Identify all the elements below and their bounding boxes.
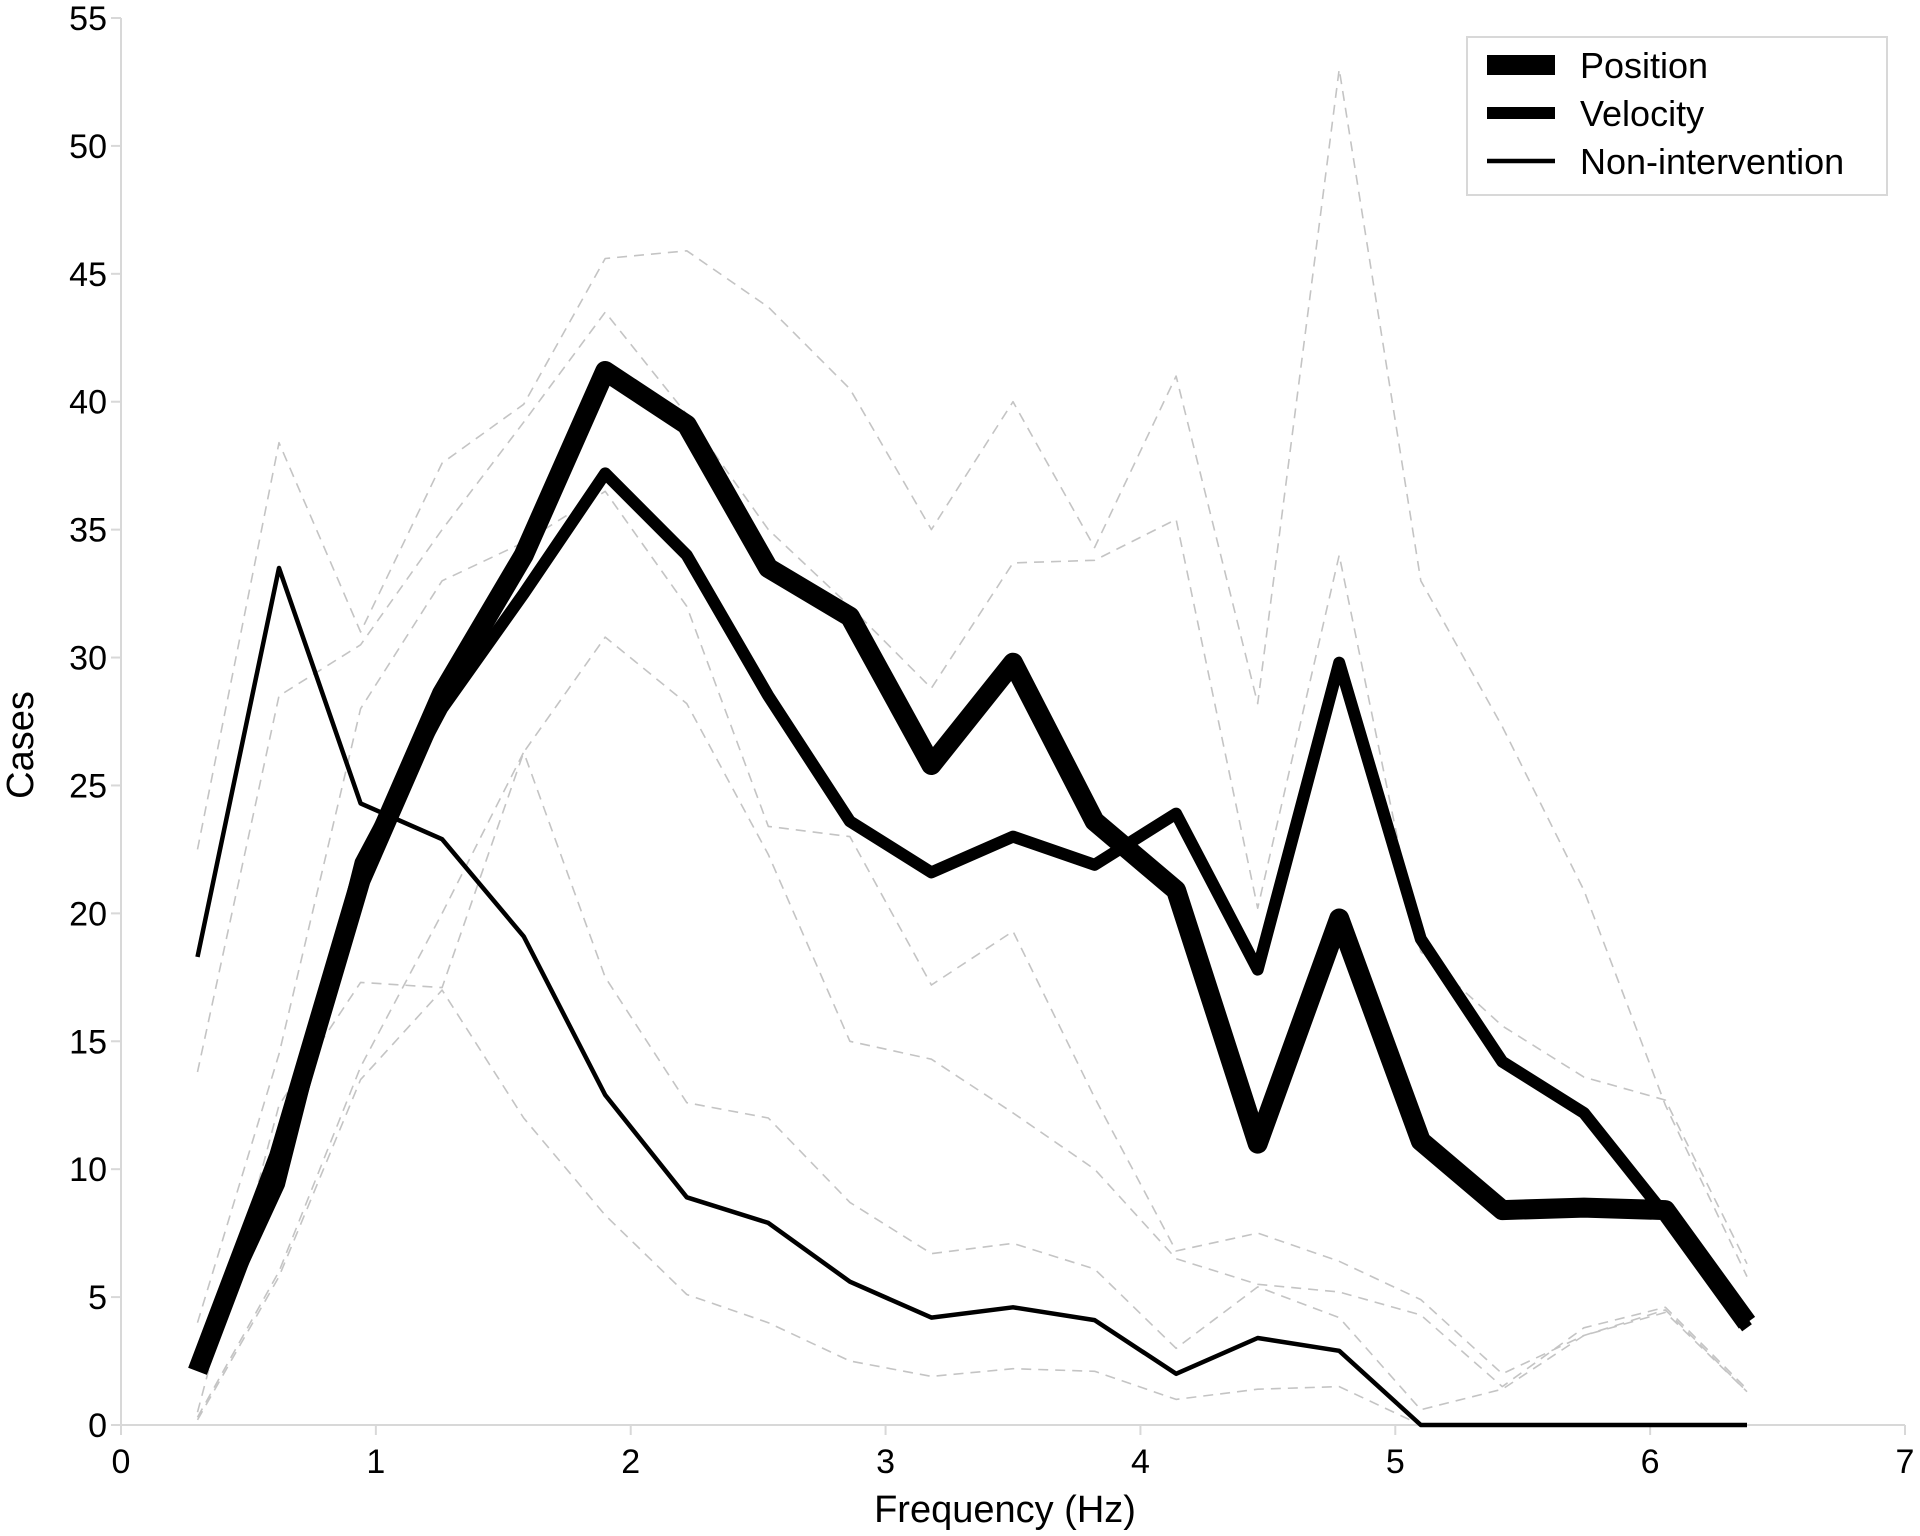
x-tick-label: 7 xyxy=(1896,1443,1915,1481)
confidence-band-lines xyxy=(196,68,1748,1426)
legend-label-non-intervention: Non-intervention xyxy=(1580,141,1844,182)
non-intervention-line xyxy=(195,565,1747,1428)
y-tick-label: 0 xyxy=(88,1407,107,1445)
y-tick-label: 10 xyxy=(69,1151,107,1189)
dashed-line-7 xyxy=(196,751,1748,1418)
x-tick-label: 1 xyxy=(366,1443,385,1481)
dashed-line-6 xyxy=(196,636,1748,1413)
velocity-line xyxy=(192,467,1752,1364)
x-tick-label: 5 xyxy=(1386,1443,1405,1481)
x-tick-label: 4 xyxy=(1131,1443,1150,1481)
legend: Position Velocity Non-intervention xyxy=(1466,36,1888,196)
y-tick-label: 35 xyxy=(69,512,107,550)
y-tick-label: 40 xyxy=(69,384,107,422)
y-tick-label: 55 xyxy=(69,0,107,38)
dashed-line-3 xyxy=(196,68,1748,1277)
y-tick-label: 20 xyxy=(69,895,107,933)
y-tick-label: 45 xyxy=(69,256,107,294)
x-tick-label: 3 xyxy=(876,1443,895,1481)
y-tick-label: 15 xyxy=(69,1023,107,1061)
dashed-line-4 xyxy=(196,311,1748,1265)
x-tick-label: 6 xyxy=(1641,1443,1660,1481)
dashed-line-5 xyxy=(196,490,1748,1393)
x-tick-label: 0 xyxy=(112,1443,131,1481)
legend-label-velocity: Velocity xyxy=(1580,93,1704,134)
y-tick-label: 50 xyxy=(69,128,107,166)
legend-label-position: Position xyxy=(1580,45,1708,86)
y-tick-label: 25 xyxy=(69,767,107,805)
y-tick-label: 30 xyxy=(69,640,107,678)
x-tick-label: 2 xyxy=(621,1443,640,1481)
series-lines xyxy=(188,361,1756,1428)
y-tick-label: 5 xyxy=(88,1279,107,1317)
x-axis-label: Frequency (Hz) xyxy=(874,1489,1136,1531)
position-line xyxy=(188,361,1756,1375)
y-axis-label: Cases xyxy=(0,691,42,799)
